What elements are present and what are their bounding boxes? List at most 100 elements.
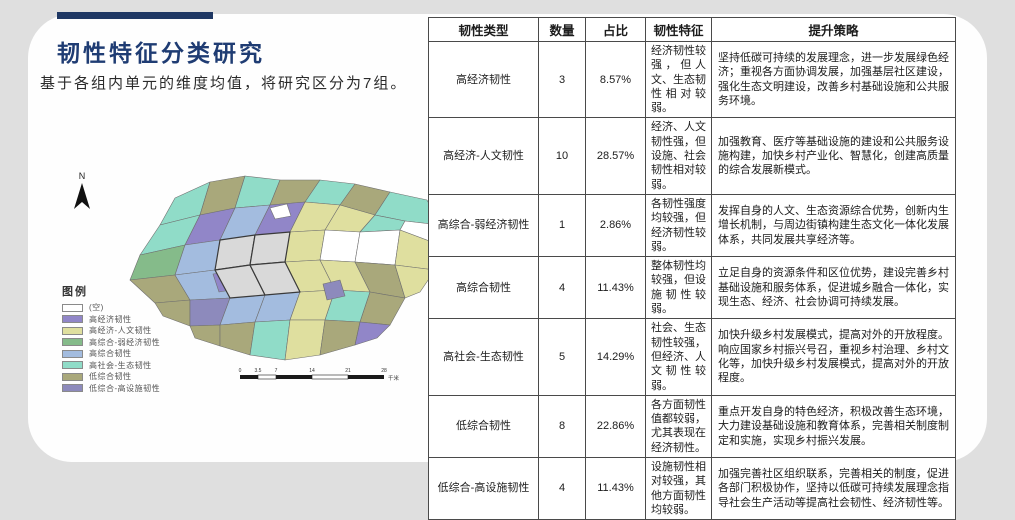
legend-swatch: [62, 326, 83, 335]
legend-title: 图例: [62, 286, 88, 298]
table-header-row: 韧性类型 数量 占比 韧性特征 提升策略: [428, 17, 956, 42]
legend-item: 高综合韧性: [62, 348, 192, 360]
cell-type: 低综合-高设施韧性: [428, 457, 539, 520]
svg-text:7: 7: [275, 368, 278, 374]
map-figure: N: [40, 166, 450, 422]
cell-strategy: 加强完善社区组织联系，完善相关的制度，促进各部门积极协作，坚持以低碳可持续发展理…: [711, 457, 956, 520]
legend-label: 低综合-高设施韧性: [89, 383, 161, 393]
header-type: 韧性类型: [428, 17, 539, 42]
legend-label: 低综合韧性: [89, 372, 132, 382]
map-district: [284, 229, 326, 263]
cell-strategy: 立足自身的资源条件和区位优势，建设完善乡村基础设施和服务体系，促进城乡融合一体化…: [711, 256, 956, 320]
legend-swatch: [62, 361, 83, 370]
north-arrow-icon: N: [74, 171, 90, 209]
svg-text:3.5: 3.5: [255, 368, 262, 374]
cell-type: 低综合韧性: [428, 394, 539, 459]
map-legend: 图例 (空) 高经济韧性 高经济-人文韧性 高综合-弱经济韧性 高综合韧性: [62, 283, 192, 394]
legend-label: (空): [89, 303, 104, 313]
table-row: 高综合-弱经济韧性 1 2.86% 各韧性强度均较强，但经济韧性较弱。 发挥自身…: [428, 193, 956, 258]
legend-swatch: [62, 372, 83, 381]
legend-label: 高经济-人文韧性: [89, 326, 152, 336]
header-count: 数量: [538, 17, 586, 42]
cell-feature: 整体韧性均较强，但设施韧性较弱。: [645, 256, 712, 320]
cell-count: 4: [538, 457, 586, 520]
title-accent-bar: [57, 12, 213, 19]
header-strategy: 提升策略: [711, 17, 956, 42]
legend-swatch: [62, 315, 83, 324]
svg-text:14: 14: [309, 368, 315, 374]
cell-pct: 11.43%: [585, 256, 646, 320]
map-district: [189, 324, 221, 347]
svg-text:N: N: [79, 171, 86, 181]
urban-core-layer: [214, 231, 301, 299]
cell-feature: 经济、人文韧性强，但设施、社会韧性相对较弱。: [645, 117, 712, 195]
slide-card: 韧性特征分类研究 基于各组内单元的维度均值，将研究区分为7组。 N: [28, 12, 987, 520]
cell-feature: 社会、生态韧性较强，但经济、人文韧性较弱。: [645, 318, 712, 396]
svg-text:21: 21: [345, 368, 351, 374]
cell-pct: 14.29%: [585, 318, 646, 396]
map-district: [284, 319, 326, 361]
map-district: [249, 261, 301, 296]
legend-item: 高经济韧性: [62, 314, 192, 326]
legend-label: 高社会-生态韧性: [89, 360, 152, 370]
cell-strategy: 发挥自身的人文、生态资源综合优势，创新内生增长机制，与周边街镇构建生态文化一体化…: [711, 193, 956, 258]
cell-pct: 8.57%: [585, 40, 646, 119]
cell-pct: 11.43%: [585, 457, 646, 520]
map-district: [354, 321, 391, 346]
cell-type: 高经济-人文韧性: [428, 117, 539, 195]
cell-type: 高社会-生态韧性: [428, 318, 539, 396]
legend-swatch: [62, 384, 83, 393]
legend-item: 高综合-弱经济韧性: [62, 337, 192, 349]
map-district: [269, 203, 292, 220]
cell-pct: 28.57%: [585, 117, 646, 195]
legend-item: 低综合-高设施韧性: [62, 383, 192, 395]
header-feature: 韧性特征: [645, 17, 712, 42]
table-row: 高经济韧性 3 8.57% 经济韧性较强，但人文、生态韧性相对较弱。 坚持低碳可…: [428, 40, 956, 119]
table-row: 低综合韧性 8 22.86% 各方面韧性值都较弱，尤其表现在经济韧性。 重点开发…: [428, 394, 956, 459]
cell-count: 8: [538, 394, 586, 459]
map-district: [219, 321, 256, 356]
legend-item: 高经济-人文韧性: [62, 325, 192, 337]
legend-swatch: [62, 349, 83, 358]
cell-feature: 经济韧性较强，但人文、生态韧性相对较弱。: [645, 40, 712, 119]
cell-strategy: 加快升级乡村发展模式，提高对外的开放程度。响应国家乡村振兴号召，重视乡村治理、乡…: [711, 318, 956, 396]
legend-swatch: [62, 303, 83, 312]
legend-item: 低综合韧性: [62, 371, 192, 383]
body-text: 基于各组内单元的维度均值，将研究区分为7组。: [40, 75, 408, 92]
cell-type: 高经济韧性: [428, 40, 539, 119]
resilience-table: 韧性类型 数量 占比 韧性特征 提升策略 高经济韧性 3 8.57% 经济韧性较…: [428, 17, 956, 520]
table-row: 高综合韧性 4 11.43% 整体韧性均较强，但设施韧性较弱。 立足自身的资源条…: [428, 256, 956, 320]
table-row: 低综合-高设施韧性 4 11.43% 设施韧性相对较强，其他方面韧性均较弱。 加…: [428, 457, 956, 520]
map-district: [354, 229, 401, 266]
legend-label: 高经济韧性: [89, 314, 132, 324]
legend-swatch: [62, 338, 83, 347]
cell-pct: 2.86%: [585, 193, 646, 258]
cell-strategy: 重点开发自身的特色经济，积极改善生态环境，大力建设基础设施和教育体系，完善相关制…: [711, 394, 956, 459]
legend-item: 高社会-生态韧性: [62, 360, 192, 372]
cell-type: 高综合-弱经济韧性: [428, 193, 539, 258]
cell-count: 10: [538, 117, 586, 195]
map-district: [249, 319, 291, 361]
page-title: 韧性特征分类研究: [57, 40, 265, 66]
cell-count: 4: [538, 256, 586, 320]
legend-item: (空): [62, 302, 192, 314]
cell-pct: 22.86%: [585, 394, 646, 459]
cell-feature: 设施韧性相对较强，其他方面韧性均较弱。: [645, 457, 712, 520]
map-district: [322, 279, 346, 301]
page-background: { "slide": { "title": "韧性特征分类研究", "body"…: [28, 12, 987, 520]
cell-strategy: 坚持低碳可持续的发展理念，进一步发展绿色经济；重视各方面协调发展，加强基层社区建…: [711, 40, 956, 119]
cell-type: 高综合韧性: [428, 256, 539, 320]
legend-label: 高综合韧性: [89, 349, 132, 359]
map-district: [319, 319, 361, 356]
cell-feature: 各方面韧性值都较弱，尤其表现在经济韧性。: [645, 394, 712, 459]
map-district: [319, 229, 361, 263]
cell-count: 1: [538, 193, 586, 258]
table-row: 高社会-生态韧性 5 14.29% 社会、生态韧性较强，但经济、人文韧性较弱。 …: [428, 318, 956, 396]
map-district: [249, 231, 291, 266]
svg-text:28: 28: [381, 368, 387, 374]
cell-strategy: 加强教育、医疗等基础设施的建设和公共服务设施构建，加快乡村产业化、智慧化，创建高…: [711, 117, 956, 195]
svg-text:0: 0: [239, 368, 242, 374]
cell-feature: 各韧性强度均较强，但经济韧性较弱。: [645, 193, 712, 258]
map-district: [394, 264, 436, 299]
header-pct: 占比: [585, 17, 646, 42]
